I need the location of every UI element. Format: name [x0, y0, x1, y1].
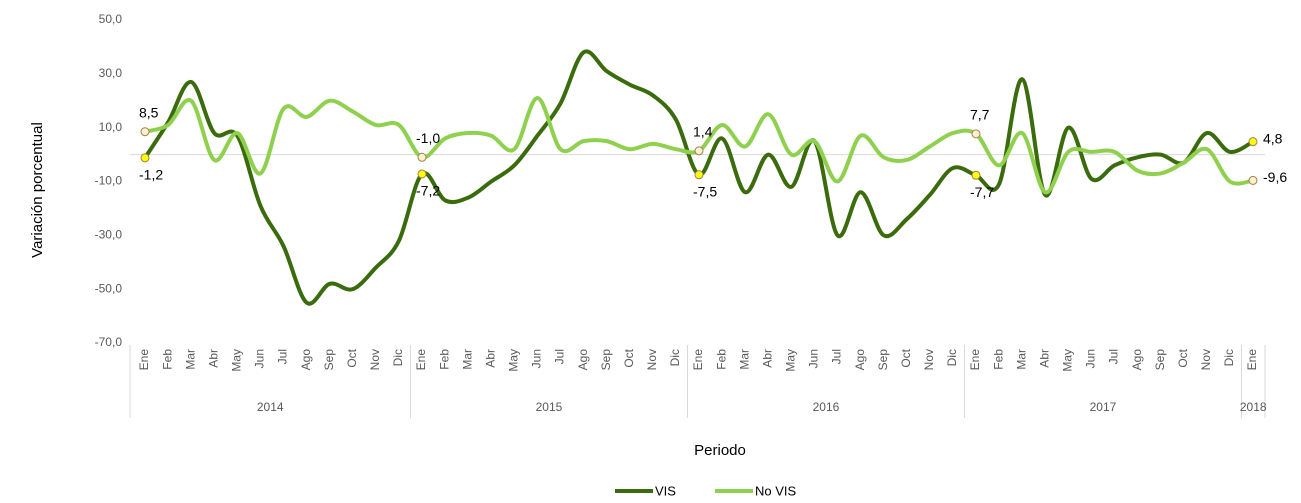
year-label: 2018 — [1240, 400, 1267, 414]
x-tick-label: Jul — [1107, 349, 1121, 364]
x-axis-title: Periodo — [694, 442, 746, 459]
x-tick-label: Feb — [714, 349, 728, 370]
x-tick-label: Jun — [1084, 349, 1098, 368]
y-tick-label: -10,0 — [95, 174, 123, 188]
x-tick-label: Mar — [460, 349, 474, 370]
point-marker — [417, 169, 427, 179]
data-label: -1,2 — [139, 167, 163, 183]
x-tick-label: Oct — [345, 348, 359, 367]
x-tick-label: Dic — [945, 349, 959, 366]
x-tick-label: Jul — [276, 349, 290, 364]
y-tick-label: -30,0 — [95, 228, 123, 242]
x-tick-label: Oct — [622, 348, 636, 367]
x-tick-label: Ene — [414, 349, 428, 371]
x-tick-label: Ene — [691, 349, 705, 371]
data-label: -7,7 — [970, 184, 994, 200]
x-tick-label: Sep — [876, 349, 890, 371]
x-tick-label: Ene — [137, 349, 151, 371]
point-marker — [971, 129, 981, 139]
x-tick-label: Oct — [1176, 348, 1190, 367]
point-marker — [140, 127, 150, 137]
point-marker — [694, 170, 704, 180]
year-label: 2016 — [813, 400, 840, 414]
x-tick-label: Jun — [253, 349, 267, 368]
x-tick-label: Ago — [1130, 349, 1144, 371]
point-marker — [694, 146, 704, 156]
data-label: -1,0 — [416, 130, 440, 146]
y-tick-label: -50,0 — [95, 281, 123, 295]
x-tick-label: May — [230, 349, 244, 372]
data-label: 1,4 — [693, 124, 713, 140]
year-label: 2015 — [536, 400, 563, 414]
x-tick-label: Nov — [922, 349, 936, 370]
data-label: -9,6 — [1263, 169, 1287, 185]
x-tick-label: Dic — [1222, 349, 1236, 366]
x-tick-label: Ene — [968, 349, 982, 371]
y-tick-label: 30,0 — [99, 66, 123, 80]
data-label: -7,2 — [416, 183, 440, 199]
x-tick-label: Jun — [530, 349, 544, 368]
x-tick-label: Mar — [183, 349, 197, 370]
x-tick-label: May — [1061, 349, 1075, 372]
x-tick-label: Sep — [1153, 349, 1167, 371]
point-marker — [1248, 175, 1258, 185]
x-tick-label: Sep — [599, 349, 613, 371]
x-tick-label: Jul — [830, 349, 844, 364]
x-tick-label: Feb — [437, 349, 451, 370]
data-label: 8,5 — [139, 104, 159, 120]
x-tick-label: Dic — [668, 349, 682, 366]
point-marker — [417, 152, 427, 162]
x-tick-label: Nov — [368, 349, 382, 370]
x-tick-label: Jul — [553, 349, 567, 364]
x-tick-label: Feb — [991, 349, 1005, 370]
legend-label: No VIS — [755, 483, 797, 498]
x-tick-label: Abr — [483, 349, 497, 368]
year-label: 2014 — [257, 400, 284, 414]
data-label: 7,7 — [970, 107, 990, 123]
x-tick-label: Jun — [807, 349, 821, 368]
point-marker — [1248, 137, 1258, 147]
x-tick-label: May — [784, 349, 798, 372]
point-marker — [971, 170, 981, 180]
x-tick-label: Nov — [645, 349, 659, 370]
series-line — [143, 49, 1254, 306]
x-tick-label: Ene — [1245, 349, 1259, 371]
x-tick-label: Nov — [1199, 349, 1213, 370]
year-label: 2017 — [1090, 400, 1117, 414]
point-marker — [140, 153, 150, 163]
x-tick-label: Dic — [391, 349, 405, 366]
legend-label: VIS — [655, 483, 676, 498]
x-tick-label: Abr — [760, 349, 774, 368]
y-tick-label: 50,0 — [99, 12, 123, 26]
x-tick-label: Mar — [1014, 349, 1028, 370]
y-tick-label: -70,0 — [95, 335, 123, 349]
y-axis-title: Variación porcentual — [29, 122, 46, 258]
y-tick-label: 10,0 — [99, 120, 123, 134]
x-tick-label: Ago — [576, 349, 590, 371]
x-tick-label: Mar — [737, 349, 751, 370]
x-tick-label: Sep — [322, 349, 336, 371]
x-tick-label: Abr — [1037, 349, 1051, 368]
x-tick-label: May — [507, 349, 521, 372]
x-tick-label: Abr — [206, 349, 220, 368]
x-tick-label: Oct — [899, 348, 913, 367]
data-label: -7,5 — [693, 183, 717, 199]
x-tick-label: Ago — [299, 349, 313, 371]
x-tick-label: Ago — [853, 349, 867, 371]
x-tick-label: Feb — [160, 349, 174, 370]
data-label: 4,8 — [1263, 130, 1283, 146]
